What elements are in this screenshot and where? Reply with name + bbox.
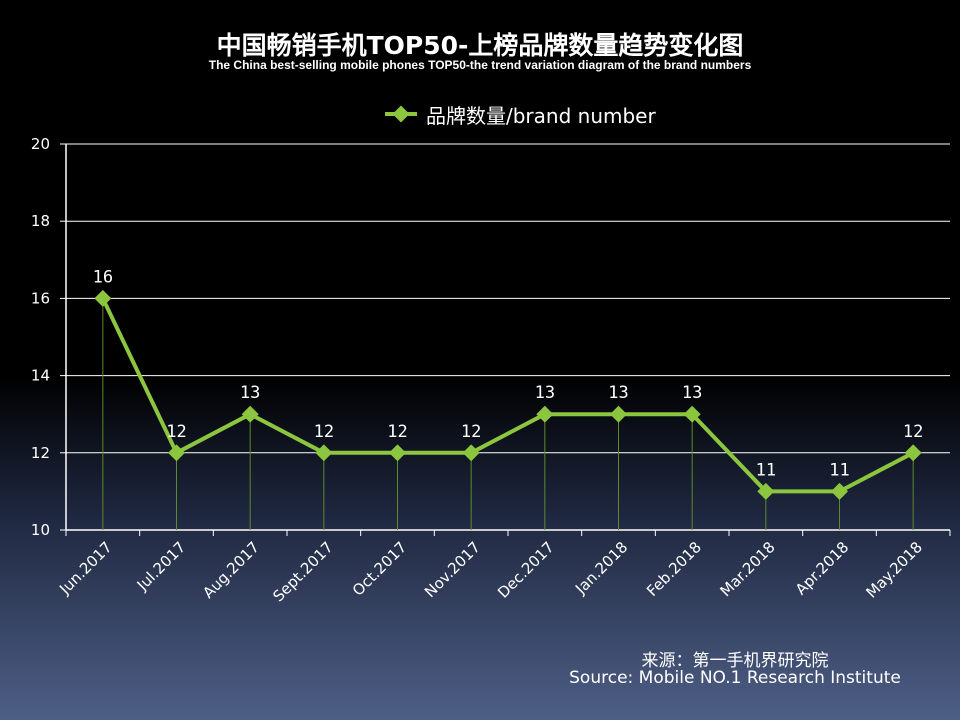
- x-tick-label: Jul.2017: [133, 538, 190, 595]
- data-label: 11: [829, 460, 849, 480]
- y-tick-label: 16: [31, 289, 50, 307]
- x-tick-label: Sept.2017: [269, 538, 336, 605]
- data-point: [904, 444, 922, 462]
- legend: 品牌数量/brand number: [384, 100, 656, 128]
- legend-marker-icon: [385, 105, 417, 123]
- data-point: [831, 482, 848, 500]
- source-cn: 来源：第一手机界研究院: [641, 651, 829, 671]
- chart-subtitle: The China best-selling mobile phones TOP…: [208, 58, 752, 72]
- y-tick-label: 10: [31, 521, 50, 539]
- data-label: 11: [756, 460, 776, 480]
- chart-title: 中国畅销手机TOP50-上榜品牌数量趋势变化图: [216, 31, 744, 60]
- data-point: [757, 482, 775, 500]
- x-tick-label: May.2018: [862, 538, 926, 602]
- x-tick-label: Nov.2017: [421, 538, 484, 601]
- series-line: [101, 297, 915, 494]
- data-label: 12: [166, 422, 186, 442]
- y-tick-label: 12: [31, 444, 50, 462]
- data-label: 13: [682, 383, 702, 403]
- x-tick-label: Jun.2017: [55, 538, 115, 598]
- data-point: [536, 405, 554, 423]
- x-tick-label: Aug.2017: [199, 538, 263, 602]
- data-label: 12: [314, 422, 334, 442]
- x-tick-label: Apr.2018: [792, 538, 852, 598]
- legend-label: 品牌数量/brand number: [426, 103, 656, 128]
- data-point: [610, 405, 627, 423]
- y-tick-label: 14: [31, 367, 50, 385]
- data-point: [94, 289, 112, 307]
- data-point: [315, 444, 333, 462]
- source-en: Source: Mobile NO.1 Research Institute: [569, 668, 901, 688]
- data-label: 12: [461, 422, 481, 442]
- data-label: 13: [608, 383, 628, 403]
- data-label: 12: [387, 422, 407, 442]
- data-point: [389, 444, 406, 462]
- data-label: 12: [903, 422, 923, 442]
- data-point: [683, 405, 701, 423]
- x-tick-label: Feb.2018: [643, 538, 705, 600]
- x-tick-label: Mar.2018: [717, 538, 779, 600]
- data-label: 13: [240, 383, 260, 403]
- data-label: 13: [535, 383, 555, 403]
- x-tick-label: Oct.2017: [349, 538, 410, 599]
- data-label: 16: [93, 267, 113, 287]
- data-point: [168, 444, 185, 462]
- y-tick-label: 20: [31, 135, 50, 153]
- y-tick-label: 18: [31, 212, 50, 230]
- x-tick-label: Dec.2017: [494, 538, 558, 602]
- data-point: [241, 405, 259, 423]
- data-point: [462, 444, 480, 462]
- x-tick-label: Jan.2018: [571, 538, 631, 598]
